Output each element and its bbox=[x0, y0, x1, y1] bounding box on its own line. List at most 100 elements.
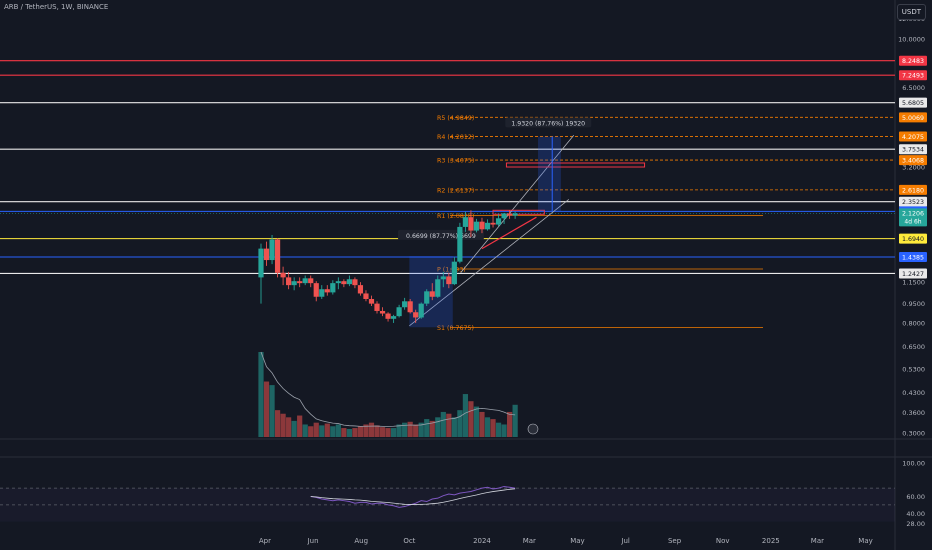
measure-label-bg bbox=[505, 117, 592, 128]
candle-body bbox=[368, 299, 375, 304]
x-tick-label: Mar bbox=[523, 537, 536, 545]
volume-bar bbox=[346, 428, 352, 437]
volume-bar bbox=[490, 419, 496, 437]
volume-bar bbox=[507, 411, 513, 437]
y-tick-label: 0.9500 bbox=[902, 300, 925, 308]
candle-body bbox=[286, 277, 292, 286]
volume-bar bbox=[385, 428, 391, 437]
candle-body bbox=[374, 303, 380, 311]
volume-bar bbox=[457, 410, 463, 437]
volume-bar bbox=[429, 420, 435, 437]
level-axis-badge bbox=[899, 55, 927, 66]
pivot-label: R5 (4.9849) bbox=[437, 115, 474, 122]
level-axis-label: 1.6940 bbox=[902, 236, 924, 243]
y-tick-label: 0.6500 bbox=[902, 343, 925, 351]
volume-bar bbox=[390, 428, 397, 437]
volume-bar bbox=[495, 422, 502, 437]
volume-bar bbox=[330, 426, 336, 437]
x-tick-label: 2025 bbox=[762, 537, 780, 545]
volume-ma-line bbox=[260, 351, 516, 427]
candle-body bbox=[352, 279, 358, 286]
pivot-axis-badge bbox=[899, 184, 927, 195]
candle-body bbox=[429, 291, 435, 297]
x-tick-label: Aug bbox=[354, 537, 368, 545]
candle-body bbox=[457, 226, 463, 262]
volume-bar bbox=[512, 404, 518, 437]
volume-bar bbox=[302, 424, 308, 437]
level-axis-label: 8.2483 bbox=[902, 58, 924, 65]
candle-body bbox=[319, 289, 325, 297]
pivot-axis-label: 4.2075 bbox=[902, 134, 924, 141]
candle-body bbox=[263, 248, 270, 261]
currency-button[interactable]: USDT bbox=[896, 4, 926, 20]
volume-bar bbox=[280, 413, 286, 437]
symbol-title: ARB / TetherUS, 1W, BINANCE bbox=[4, 3, 109, 11]
volume-bar bbox=[484, 417, 491, 437]
rsi-ma-line bbox=[310, 488, 516, 505]
volume-bar bbox=[468, 401, 474, 437]
rsi-tick-label: 28.00 bbox=[906, 520, 925, 528]
volume-bar bbox=[313, 422, 319, 437]
candle-body bbox=[451, 261, 457, 285]
candle-body bbox=[363, 293, 369, 300]
candle-body bbox=[479, 221, 485, 230]
candle-body bbox=[507, 213, 513, 216]
current-price-badge bbox=[899, 208, 927, 227]
volume-bar bbox=[324, 423, 330, 437]
level-axis-badge bbox=[899, 144, 927, 155]
volume-bar bbox=[462, 394, 469, 437]
channel-upper bbox=[460, 134, 575, 274]
y-tick-label: 10.0000 bbox=[898, 36, 925, 44]
x-tick-label: Nov bbox=[716, 537, 730, 545]
candle-body bbox=[418, 303, 424, 318]
volume-bar bbox=[269, 385, 275, 437]
level-axis-label: 7.2493 bbox=[902, 73, 924, 80]
level-axis-label: 2.3523 bbox=[902, 199, 924, 206]
volume-bar bbox=[413, 424, 419, 437]
x-tick-label: Oct bbox=[403, 537, 415, 545]
candle-body bbox=[396, 307, 402, 317]
y-tick-label: 0.3600 bbox=[902, 409, 925, 417]
level-axis-badge bbox=[899, 97, 927, 108]
pivot-axis-label: 3.4068 bbox=[902, 158, 924, 165]
volume-bar bbox=[368, 422, 375, 437]
pivot-axis-badge bbox=[899, 155, 927, 166]
level-axis-badge bbox=[899, 233, 927, 244]
volume-bar bbox=[357, 426, 364, 437]
volume-bar bbox=[363, 424, 369, 437]
volume-bar bbox=[501, 424, 507, 437]
rsi-tick-label: 40.00 bbox=[906, 510, 925, 518]
x-tick-label: Jul bbox=[620, 537, 630, 545]
level-axis-badge bbox=[899, 70, 927, 81]
candle-body bbox=[313, 283, 319, 297]
y-tick-label: 0.4300 bbox=[902, 389, 925, 397]
candle-body bbox=[379, 310, 386, 314]
rsi-line bbox=[310, 485, 516, 508]
candle-body bbox=[341, 281, 347, 285]
candle-body bbox=[435, 279, 441, 297]
candle-body bbox=[413, 312, 419, 318]
volume-bar bbox=[407, 421, 413, 437]
candle-body bbox=[335, 281, 341, 284]
candle-body bbox=[501, 213, 507, 219]
volume-bar bbox=[263, 381, 270, 437]
volume-bar bbox=[435, 417, 441, 437]
candle-body bbox=[330, 283, 336, 293]
x-tick-label: May bbox=[858, 537, 872, 545]
x-tick-label: Mar bbox=[811, 537, 824, 545]
y-tick-label: 3.2000 bbox=[902, 164, 925, 172]
level-axis-badge bbox=[899, 196, 927, 207]
volume-bar bbox=[308, 426, 314, 437]
candle-body bbox=[357, 285, 364, 294]
rsi-tick-label: 100.00 bbox=[902, 460, 925, 468]
candle-body bbox=[490, 222, 496, 225]
volume-bar bbox=[335, 424, 341, 437]
x-tick-label: 2024 bbox=[473, 537, 491, 545]
volume-bar bbox=[402, 422, 408, 437]
wedge-top-box bbox=[492, 209, 545, 215]
volume-bar bbox=[352, 428, 358, 437]
volume-bar bbox=[258, 352, 264, 437]
candle-body bbox=[512, 213, 518, 216]
x-tick-label: May bbox=[570, 537, 584, 545]
